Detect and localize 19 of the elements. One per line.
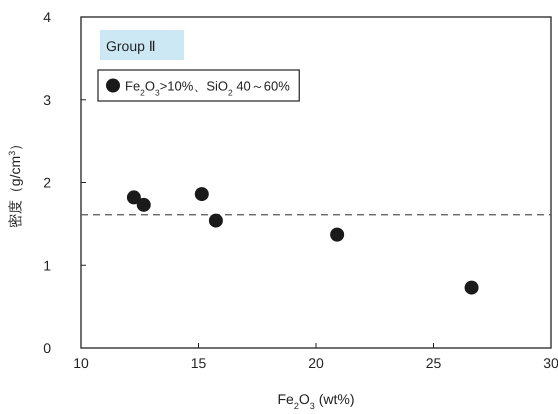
point <box>136 198 151 212</box>
point <box>330 228 344 242</box>
point <box>194 187 209 202</box>
x-tick-label: 30 <box>543 355 558 371</box>
x-axis-title: Fe$_{2}$O$_{3}$ (wt%) <box>277 391 355 411</box>
y-tick-label: 1 <box>43 257 52 274</box>
x-tick-label: 15 <box>190 355 206 371</box>
x-tick-label: 10 <box>73 355 89 371</box>
y-tick-label: 2 <box>43 174 52 190</box>
point <box>126 190 141 204</box>
y-tick-label: 4 <box>43 9 52 25</box>
y-tick-label: 3 <box>43 92 52 108</box>
legend-label: Fe$_{2}$O$_{3}$>10%、SiO$_{2}$ 40～60% <box>125 78 290 98</box>
point <box>208 214 223 228</box>
x-tick-label: 20 <box>308 355 324 371</box>
text: Group Ⅱ <box>106 38 156 54</box>
y-tick-label: 0 <box>43 340 52 356</box>
x-tick-label: 25 <box>426 355 442 371</box>
point <box>464 280 479 295</box>
